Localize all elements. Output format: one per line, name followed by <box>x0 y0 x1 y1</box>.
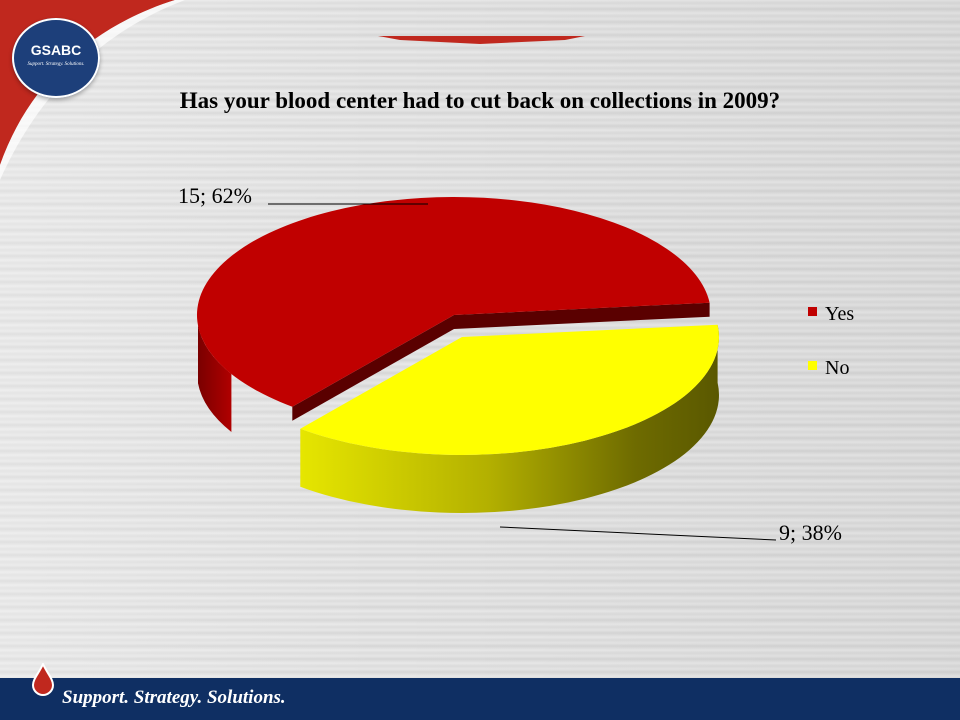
blood-drop-icon <box>31 663 55 697</box>
legend-swatch-no <box>808 361 817 370</box>
logo-name: GSABC <box>30 42 82 58</box>
pie-slice-no <box>300 324 719 455</box>
pie-slice-yes-side <box>198 325 232 432</box>
pie-chart: 15; 62% 9; 38% <box>178 183 842 545</box>
data-label-no: 9; 38% <box>779 520 842 545</box>
pie-slice-yes <box>196 196 710 407</box>
data-label-yes: 15; 62% <box>178 183 252 208</box>
title-accent-bar <box>378 36 585 44</box>
footer-bar: Support. Strategy. Solutions. <box>0 678 960 720</box>
pie-slice-no-side <box>300 324 719 513</box>
legend-swatch-yes <box>808 307 817 316</box>
chart-legend: Yes No <box>808 303 854 379</box>
leader-line-no <box>499 526 777 541</box>
chart-title: Has your blood center had to cut back on… <box>179 88 781 113</box>
legend-label-yes: Yes <box>825 303 854 325</box>
gsabc-logo: GSABC Support. Strategy. Solutions. <box>12 18 100 98</box>
logo-tagline: Support. Strategy. Solutions. <box>27 62 85 67</box>
legend-label-no: No <box>825 357 849 379</box>
footer-tagline: Support. Strategy. Solutions. <box>62 687 286 708</box>
pie-slice-yes-edge2 <box>454 302 710 329</box>
pie-slice-yes-edge <box>292 315 454 421</box>
